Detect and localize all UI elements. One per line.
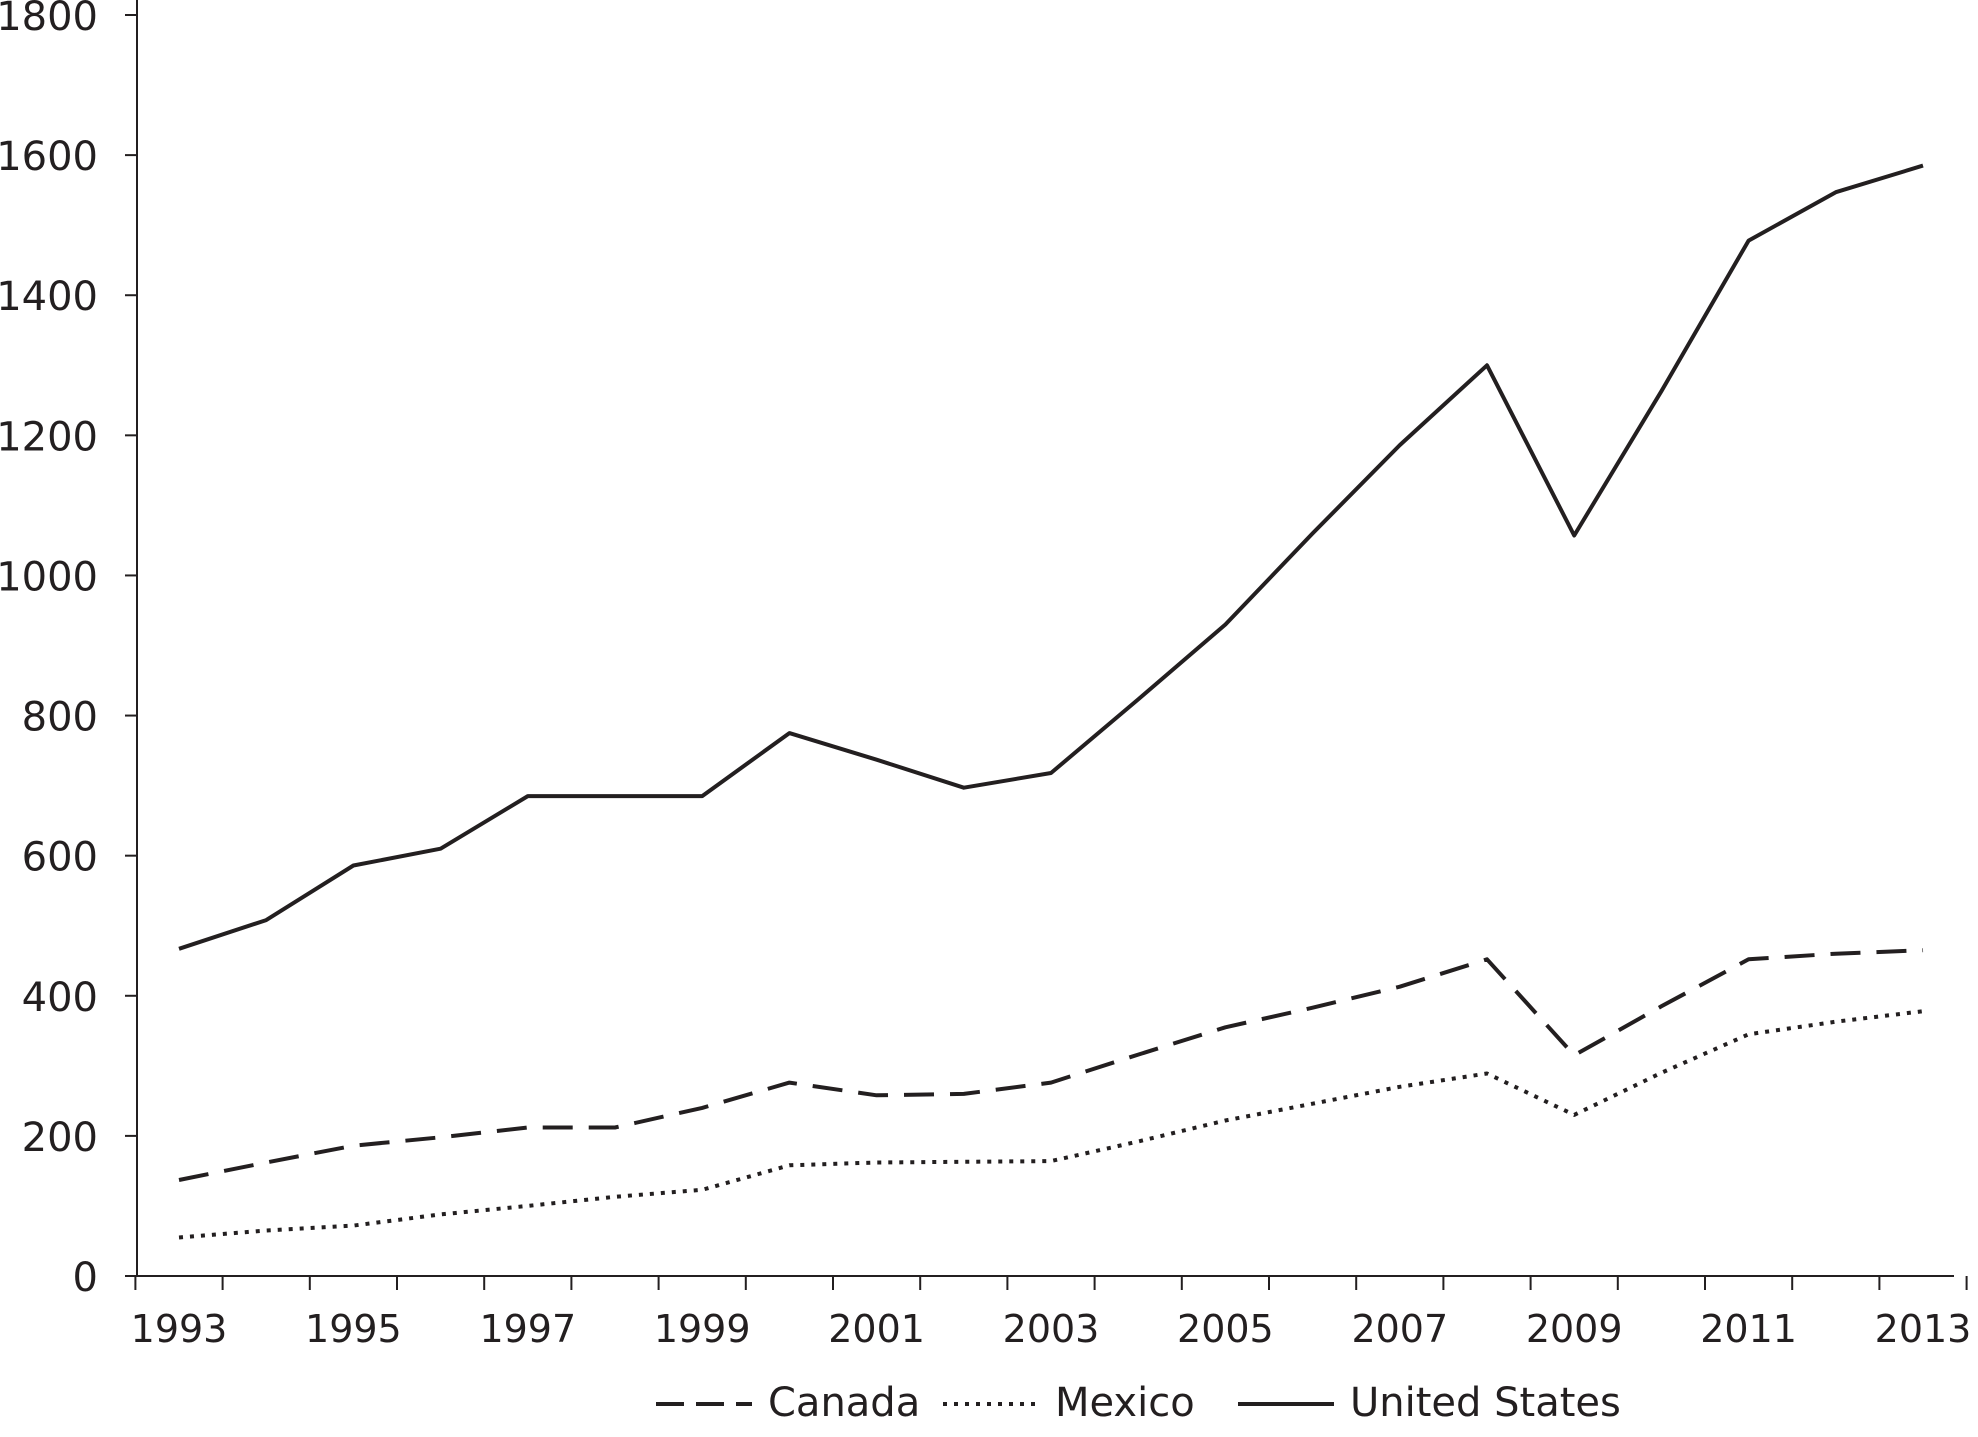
x-tick-label: 1999: [654, 1307, 751, 1351]
legend-label-united-states: United States: [1350, 1380, 1621, 1426]
legend-label-mexico: Mexico: [1055, 1380, 1195, 1426]
y-tick-label: 800: [22, 695, 98, 741]
x-tick-label: 2007: [1351, 1307, 1448, 1351]
x-tick-label: 1997: [479, 1307, 576, 1351]
legend-label-canada: Canada: [768, 1380, 920, 1426]
y-tick-label: 400: [22, 975, 98, 1021]
x-tick-label: 1995: [305, 1307, 402, 1351]
x-tick-label: 2009: [1526, 1307, 1623, 1351]
series-line-united-states: [178, 163, 1924, 951]
y-tick-label: 200: [22, 1115, 98, 1161]
x-tick-label: 2013: [1875, 1307, 1972, 1351]
x-tick-label: 2001: [828, 1307, 925, 1351]
y-tick-label: 0: [73, 1255, 98, 1301]
y-tick-label: 1000: [0, 554, 98, 600]
series-line-mexico: [178, 1009, 1924, 1240]
series-line-canada: [178, 948, 1924, 1182]
axes: 0 200 400 600 800 1000 1200 1400 1600 1800 1993 199…: [0, 0, 1971, 1351]
y-tick-label: 1800: [0, 0, 98, 40]
y-tick-label: 1200: [0, 414, 98, 460]
x-tick-label: 1993: [131, 1307, 228, 1351]
y-tick-label: 600: [22, 835, 98, 881]
y-tick-label: 1600: [0, 134, 98, 180]
x-tick-label: 2005: [1177, 1307, 1274, 1351]
y-tick-label: 1400: [0, 274, 98, 320]
x-tick-label: 2011: [1700, 1307, 1797, 1351]
legend: Canada Mexico United States: [656, 1380, 1621, 1426]
x-tick-label: 2003: [1003, 1307, 1100, 1351]
plot-series: [178, 163, 1924, 1240]
